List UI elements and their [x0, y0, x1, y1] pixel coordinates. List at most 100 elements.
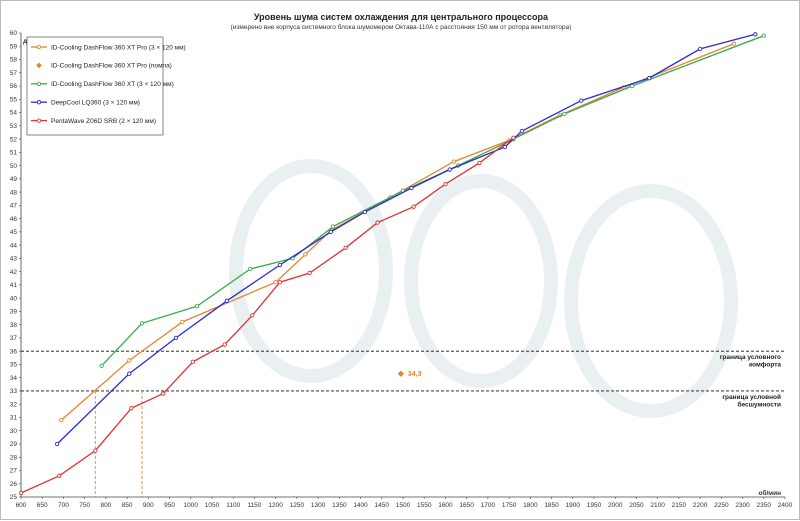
data-point: [519, 128, 524, 134]
series-3: [54, 32, 758, 447]
threshold-label-33: граница условной бесшумности: [722, 393, 781, 409]
y-tick-label: 49: [10, 176, 18, 183]
y-tick-label: 33: [10, 388, 18, 395]
y-tick-label: 60: [10, 30, 18, 37]
x-axis-label: об/мин: [758, 489, 781, 497]
y-tick-label: 47: [10, 203, 18, 210]
watermark-shape-2: [229, 159, 393, 383]
data-point: [57, 473, 62, 478]
background-watermark: [229, 159, 738, 418]
data-point: [222, 342, 227, 347]
data-point: [277, 262, 283, 268]
legend-label: PentaWave Z06D SRB (2 × 120 мм): [51, 118, 156, 125]
x-tick-label: 1300: [311, 502, 326, 509]
threshold-label-line: граница условного: [720, 354, 781, 361]
data-point: [397, 370, 404, 377]
y-tick-labels: 25 26 27 28 29 30 31 32 33 34 35 36 37 38 39 40 41 42 43 44…: [10, 30, 21, 501]
legend-label: ID-Cooling DashFlow 360 XT Pro (помпа): [51, 63, 172, 70]
data-point: [647, 75, 652, 81]
data-point: [307, 270, 312, 276]
threshold-lines: граница условного комфорта граница условно…: [21, 350, 785, 409]
data-point: [248, 266, 253, 272]
x-tick-label: 1000: [184, 502, 199, 509]
series-group: [18, 32, 766, 496]
annotation-label: 34,3: [408, 371, 422, 378]
y-tick-label: 29: [10, 441, 18, 448]
crossing-guides: [94, 390, 143, 497]
x-tick-label: 1050: [205, 502, 220, 509]
x-tick-label: 2000: [608, 502, 623, 509]
x-tick-label: 700: [58, 502, 69, 509]
data-point: [99, 363, 104, 368]
x-tick-label: 1850: [544, 502, 559, 509]
x-tick-label: 650: [37, 502, 48, 509]
legend-item-2: ID-Cooling DashFlow 360 XT (3 × 120 мм): [31, 81, 174, 88]
y-tick-label: 50: [10, 163, 18, 170]
data-point: [362, 209, 367, 215]
x-tick-label: 1200: [268, 502, 283, 509]
data-point: [194, 303, 200, 309]
x-tick-label: 1100: [226, 502, 240, 509]
data-point: [330, 224, 336, 229]
x-tick-label: 1250: [290, 502, 305, 509]
y-tick-label: 41: [10, 282, 18, 289]
legend-marker: [36, 100, 42, 105]
y-tick-label: 37: [10, 335, 18, 342]
data-point: [447, 167, 452, 172]
legend-label: DeepCool LQ360 (3 × 120 мм): [51, 100, 140, 107]
x-tick-label: 1800: [523, 502, 538, 509]
legend-label: ID-Cooling DashFlow 360 XT Pro (3 × 120 …: [51, 44, 186, 51]
data-point: [753, 32, 758, 37]
y-tick-label: 54: [10, 110, 18, 117]
legend-item-4: PentaWave Z06D SRB (2 × 120 мм): [31, 118, 156, 125]
legend-item-1: ID-Cooling DashFlow 360 XT Pro (помпа): [36, 62, 172, 70]
x-tick-label: 750: [79, 502, 90, 509]
data-point: [443, 181, 448, 187]
y-tick-label: 34: [10, 375, 18, 382]
data-point: [59, 417, 64, 423]
x-tick-label: 600: [16, 502, 27, 509]
data-point: [731, 41, 737, 46]
x-tick-label: 1550: [417, 502, 432, 509]
legend-marker: [36, 118, 42, 123]
watermark-shape-0: [564, 184, 738, 418]
threshold-label-line: комфорта: [749, 362, 781, 369]
data-point: [161, 391, 166, 396]
data-point: [375, 220, 380, 225]
y-tick-label: 30: [10, 428, 18, 435]
y-tick-label: 39: [10, 309, 18, 316]
data-point: [173, 335, 179, 341]
series-line-4: [20, 137, 514, 494]
x-tick-label: 2250: [714, 502, 729, 509]
y-tick-label: 58: [10, 57, 18, 64]
data-point: [409, 185, 414, 191]
data-point: [127, 371, 132, 376]
legend-box: [26, 36, 164, 136]
data-point: [180, 319, 185, 325]
y-tick-label: 42: [10, 269, 18, 276]
pump-annotation: 34,3: [408, 371, 422, 378]
y-tick-label: 31: [10, 415, 18, 422]
x-tick-label: 900: [143, 502, 154, 509]
data-point: [562, 111, 567, 117]
x-tick-label: 1750: [502, 502, 517, 509]
data-point: [54, 441, 60, 447]
x-tick-label: 2200: [693, 502, 708, 509]
y-tick-label: 43: [10, 256, 18, 263]
legend-label: ID-Cooling DashFlow 360 XT (3 × 120 мм): [51, 81, 174, 88]
data-point: [18, 490, 24, 496]
x-tick-label: 2100: [650, 502, 665, 509]
legend: ID-Cooling DashFlow 360 XT Pro (3 × 120 …: [26, 36, 186, 136]
data-point: [697, 46, 703, 52]
y-tick-label: 25: [10, 494, 18, 501]
y-tick-label: 44: [10, 242, 18, 249]
y-tick-label: 35: [10, 362, 18, 369]
y-tick-label: 28: [10, 454, 18, 461]
data-point: [477, 160, 482, 166]
series-2: [99, 33, 766, 368]
y-tick-label: 38: [10, 322, 18, 329]
data-point: [343, 245, 348, 250]
y-tick-label: 53: [10, 123, 18, 130]
